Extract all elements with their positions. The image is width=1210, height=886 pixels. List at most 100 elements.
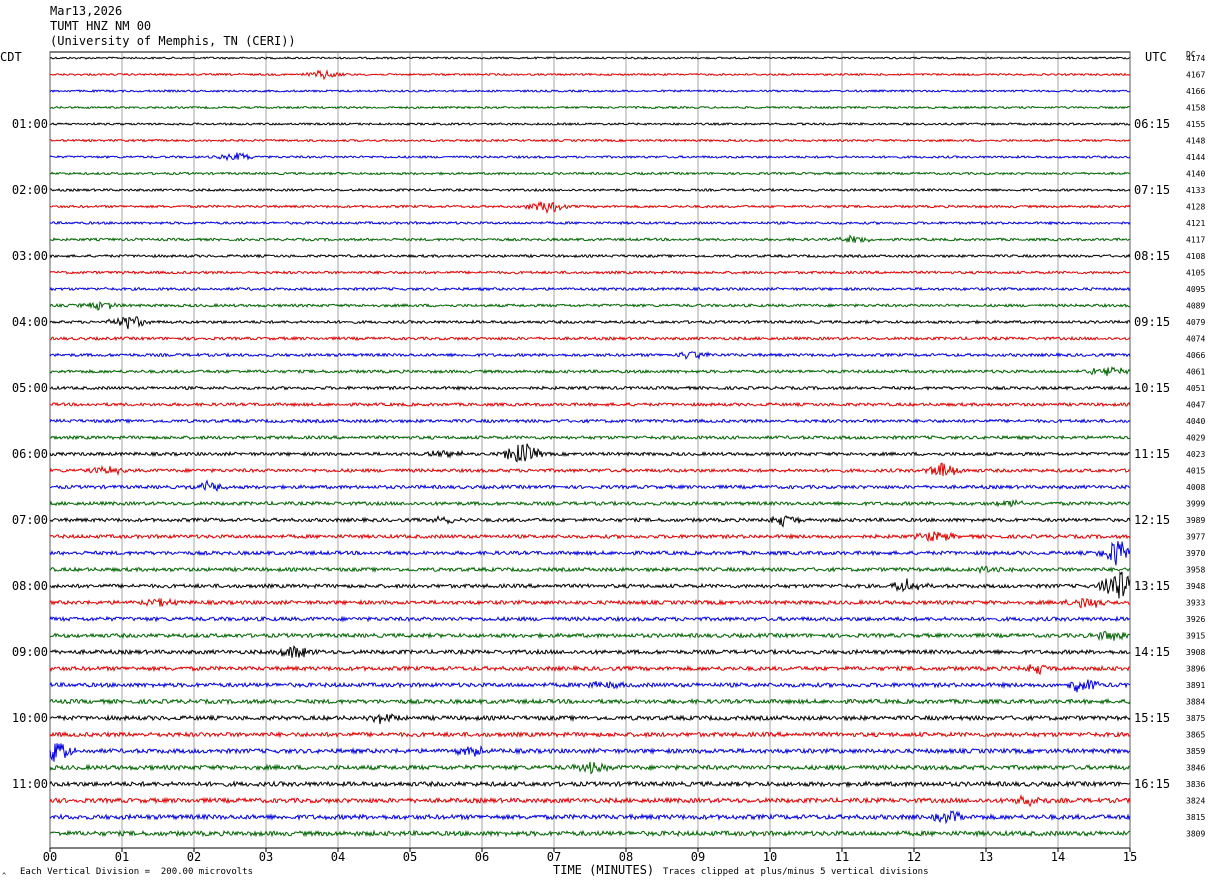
right-hour-label: 10:15: [1134, 381, 1170, 395]
trace-14-red: [49, 270, 1131, 275]
trace-7-blue: [49, 152, 1131, 162]
left-timezone-label: CDT: [0, 50, 22, 64]
x-tick-label: 00: [43, 850, 57, 864]
trace-48-green: [49, 829, 1130, 838]
institution-label: (University of Memphis, TN (CERI)): [50, 34, 296, 48]
left-hour-label: 09:00: [12, 645, 48, 659]
trace-22-red: [49, 401, 1131, 408]
dc-offset-label: 4158: [1186, 104, 1205, 113]
dc-offset-label: 3824: [1186, 797, 1205, 806]
dc-offset-label: 3859: [1186, 747, 1205, 756]
dc-offset-label: 4108: [1186, 252, 1205, 261]
x-tick-label: 07: [547, 850, 561, 864]
trace-37-black: [49, 644, 1131, 658]
dc-offset-label: 3977: [1186, 533, 1205, 542]
x-tick-label: 10: [763, 850, 777, 864]
dc-offset-label: 4074: [1186, 335, 1205, 344]
dc-column-header: DC: [1186, 50, 1196, 59]
trace-16-green: [49, 301, 1131, 311]
left-hour-label: 11:00: [12, 777, 48, 791]
trace-25-black: [49, 443, 1131, 463]
plot-date: Mar13,2026: [50, 4, 123, 18]
dc-offset-label: 4079: [1186, 318, 1205, 327]
trace-2-red: [49, 68, 1131, 81]
trace-45-black: [49, 780, 1131, 788]
corner-mark: ^: [2, 872, 7, 880]
right-hour-label: 15:15: [1134, 711, 1170, 725]
scale-note: Each Vertical Division = 200.00 microvol…: [20, 867, 253, 877]
dc-offset-label: 3809: [1186, 830, 1205, 839]
dc-offset-label: 4144: [1186, 153, 1205, 162]
plot-frame: [49, 51, 1131, 849]
x-axis-label: TIME (MINUTES): [553, 863, 655, 877]
trace-33-black: [49, 571, 1131, 599]
right-hour-label: 08:15: [1134, 249, 1170, 263]
trace-18-red: [49, 335, 1131, 342]
trace-3-blue: [49, 89, 1131, 93]
x-tick-label: 11: [835, 850, 849, 864]
x-tick-label: 14: [1051, 850, 1065, 864]
right-hour-label: 14:15: [1134, 645, 1170, 659]
trace-6-red: [50, 138, 1131, 143]
trace-44-green: [49, 761, 1131, 775]
dc-offset-label: 3999: [1186, 500, 1205, 509]
trace-20-green: [49, 366, 1131, 377]
dc-offset-label: 3908: [1186, 648, 1205, 657]
right-hour-label: 07:15: [1134, 183, 1170, 197]
dc-offset-label: 3926: [1186, 615, 1205, 624]
dc-offset-label: 3865: [1186, 731, 1205, 740]
trace-17-black: [49, 316, 1131, 330]
trace-13-black: [49, 253, 1131, 259]
dc-offset-label: 4095: [1186, 285, 1205, 294]
dc-offset-label: 3896: [1186, 665, 1205, 674]
trace-35-blue: [49, 615, 1131, 623]
dc-offset-label: 4128: [1186, 203, 1205, 212]
x-tick-label: 12: [907, 850, 921, 864]
left-hour-label: 07:00: [12, 513, 48, 527]
dc-offset-label: 3891: [1186, 681, 1205, 690]
dc-offset-label: 4121: [1186, 219, 1205, 228]
trace-43-blue: [49, 743, 1131, 762]
trace-32-green: [49, 565, 1131, 575]
left-hour-label: 10:00: [12, 711, 48, 725]
trace-23-blue: [49, 418, 1131, 424]
dc-offset-label: 4155: [1186, 120, 1205, 129]
dc-offset-label: 3933: [1186, 599, 1205, 608]
dc-offset-label: 4029: [1186, 434, 1205, 443]
dc-offset-label: 4040: [1186, 417, 1205, 426]
trace-46-red: [49, 793, 1131, 808]
trace-34-red: [49, 597, 1130, 609]
dc-offset-label: 4051: [1186, 384, 1205, 393]
right-timezone-label: UTC: [1145, 50, 1167, 64]
trace-27-blue: [50, 479, 1130, 493]
trace-9-black: [49, 187, 1131, 193]
dc-offset-label: 4089: [1186, 302, 1205, 311]
dc-offset-label: 3958: [1186, 566, 1205, 575]
trace-41-black: [49, 713, 1131, 725]
dc-offset-label: 4023: [1186, 450, 1205, 459]
right-hour-label: 13:15: [1134, 579, 1170, 593]
dc-offset-label: 4047: [1186, 401, 1205, 410]
trace-11-blue: [49, 220, 1131, 226]
trace-10-red: [49, 201, 1131, 215]
dc-offset-label: 3989: [1186, 516, 1205, 525]
dc-offset-label: 4015: [1186, 467, 1205, 476]
dc-offset-label: 4140: [1186, 170, 1205, 179]
dc-offset-label: 4008: [1186, 483, 1205, 492]
trace-40-green: [49, 697, 1131, 706]
dc-offset-label: 4066: [1186, 351, 1205, 360]
dc-offset-label: 4133: [1186, 186, 1205, 195]
dc-offset-label: 3970: [1186, 549, 1205, 558]
dc-offset-label: 4167: [1186, 71, 1205, 80]
trace-19-blue: [49, 351, 1131, 360]
x-tick-label: 01: [115, 850, 129, 864]
station-code: TUMT HNZ NM 00: [50, 19, 152, 33]
trace-36-green: [50, 630, 1131, 642]
left-hour-label: 03:00: [12, 249, 48, 263]
dc-offset-label: 3915: [1186, 632, 1205, 641]
left-hour-label: 04:00: [12, 315, 48, 329]
trace-8-green: [49, 171, 1131, 176]
left-hour-label: 08:00: [12, 579, 48, 593]
trace-5-black: [49, 121, 1131, 127]
